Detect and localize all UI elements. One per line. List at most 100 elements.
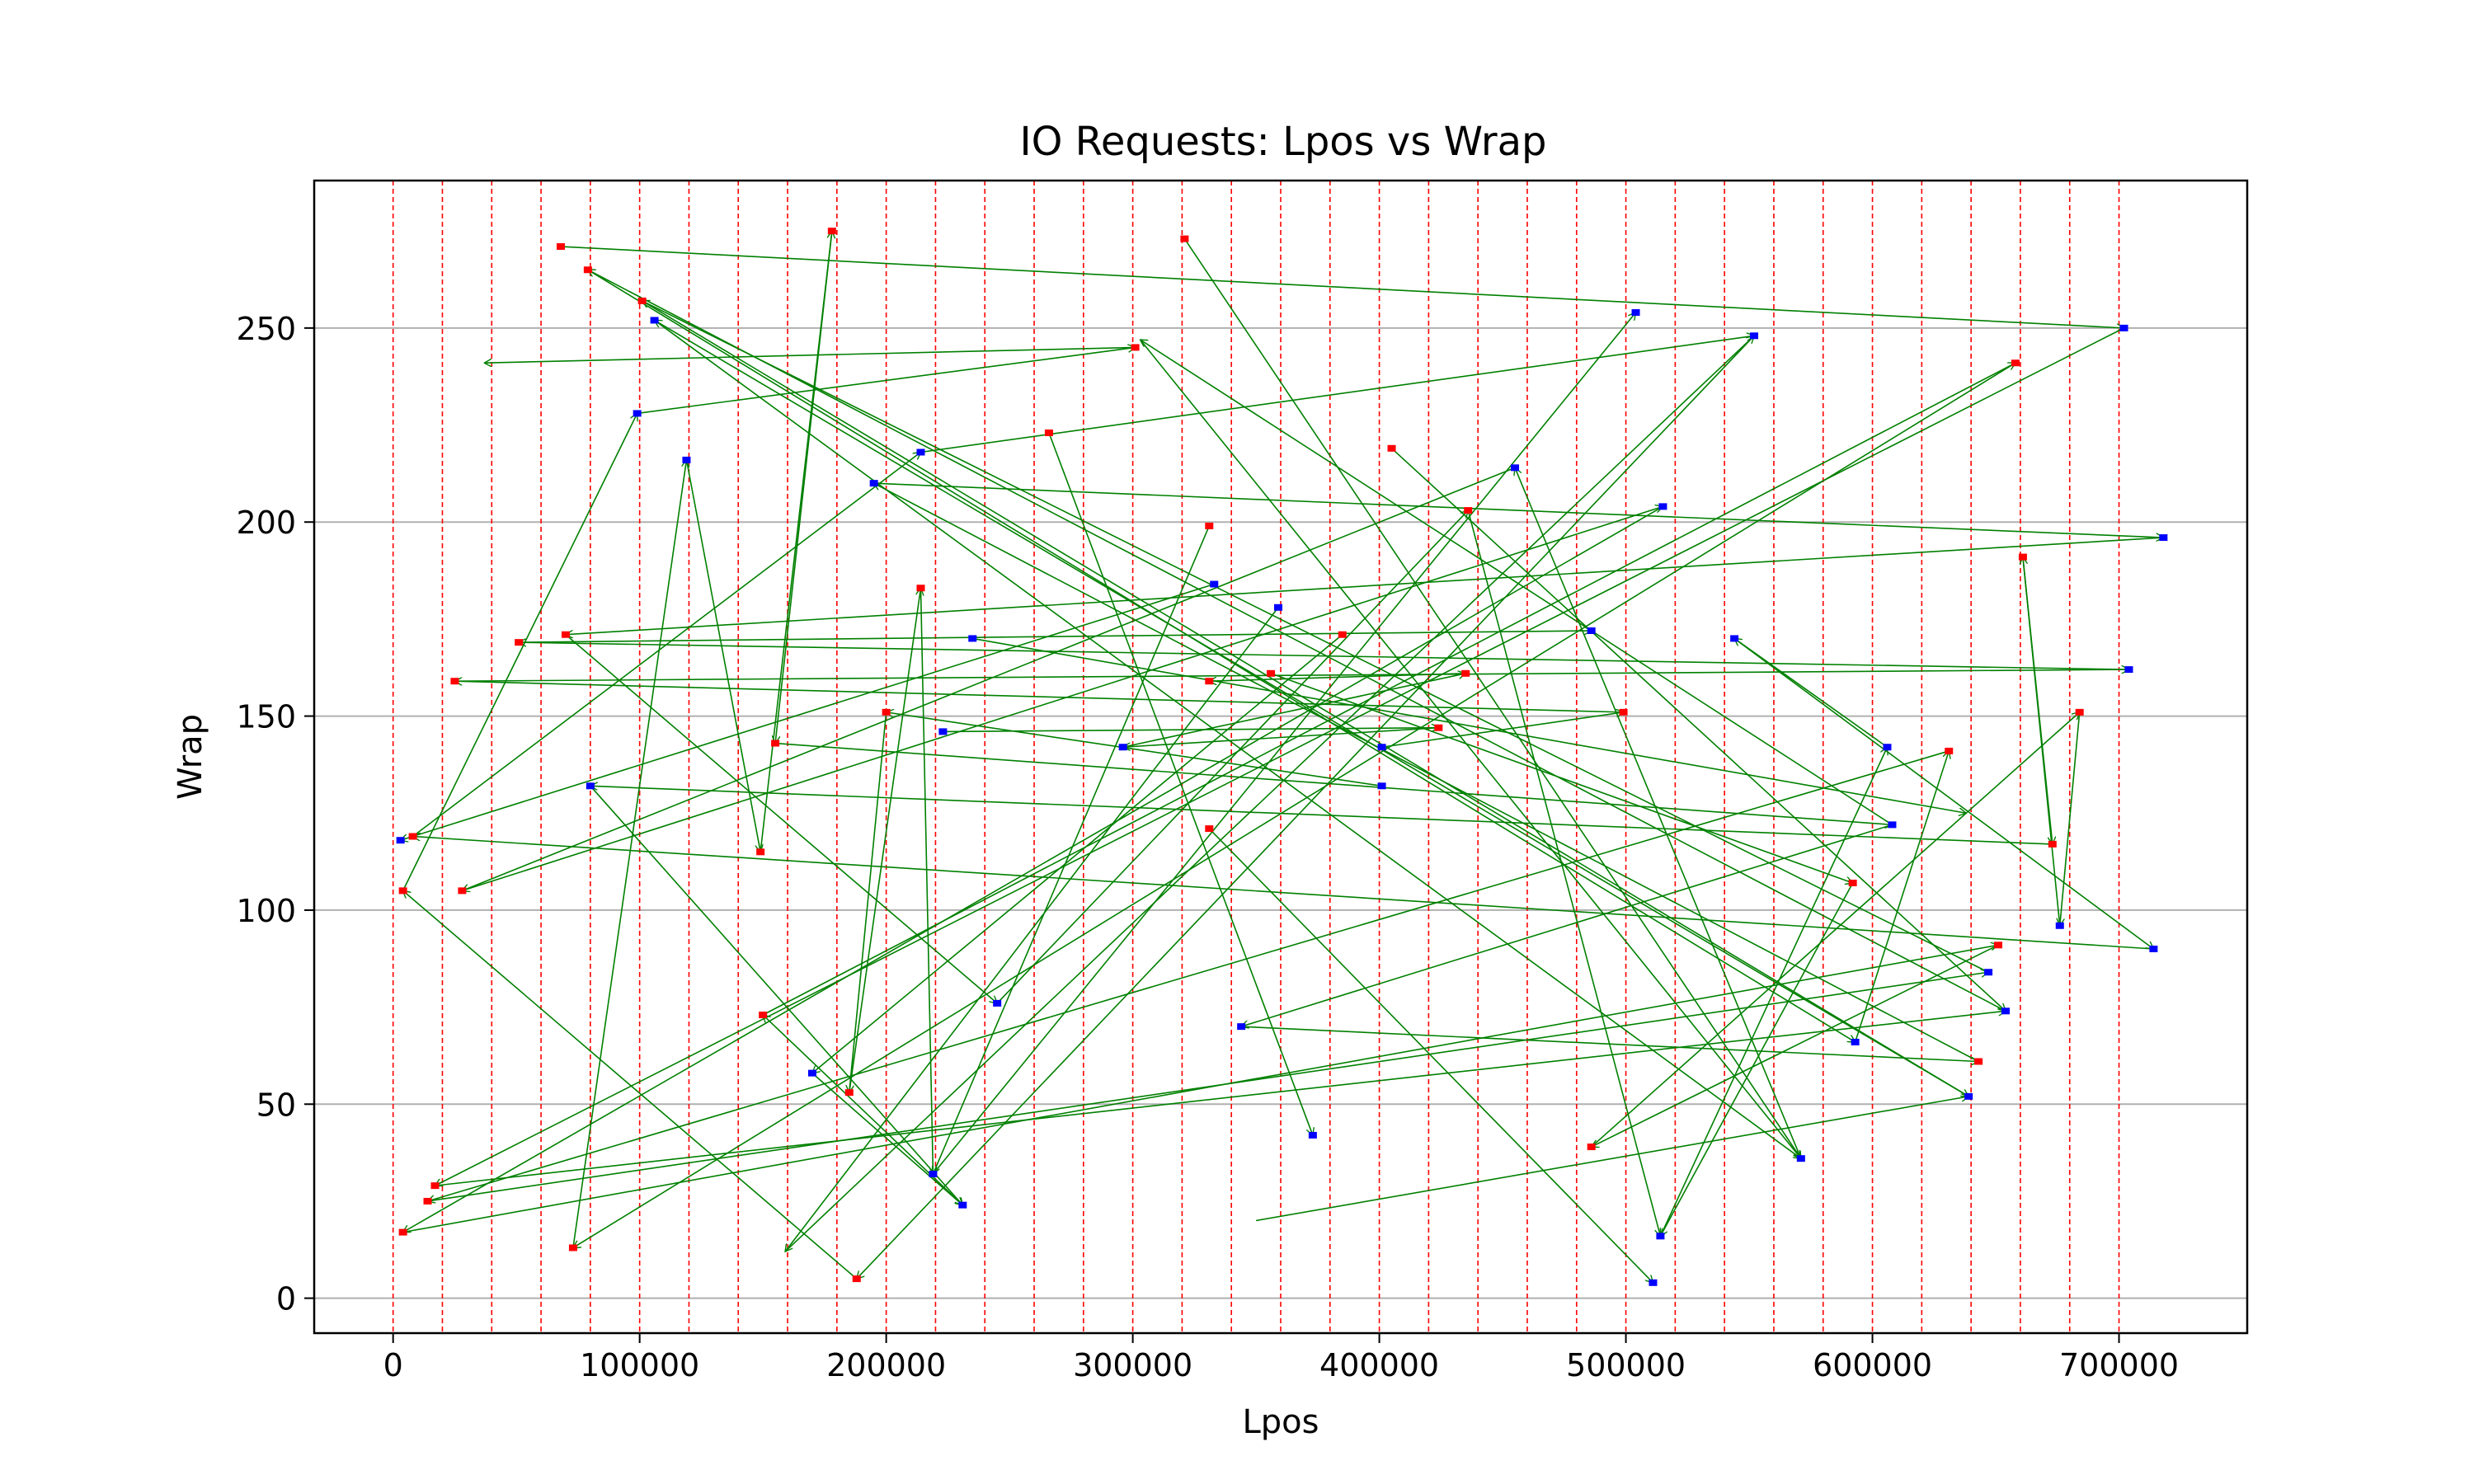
seek-arrow	[435, 1011, 2006, 1186]
red-point	[568, 1244, 577, 1252]
chart-title: IO Requests: Lpos vs Wrap	[1019, 119, 1546, 165]
seek-arrow	[1048, 432, 1313, 1135]
seek-arrow	[1141, 340, 1893, 826]
seek-arrow	[560, 246, 2124, 328]
blue-point	[1649, 1279, 1658, 1286]
red-point	[583, 266, 592, 274]
blue-point	[1750, 332, 1759, 340]
seek-arrow	[1209, 672, 1466, 681]
red-point	[827, 228, 836, 235]
red-point	[450, 678, 459, 685]
red-point	[2048, 840, 2057, 848]
red-point	[1338, 631, 1347, 638]
seek-arrow	[519, 631, 1592, 643]
x-axis-label: Lpos	[1243, 1403, 1319, 1441]
y-tick-label: 250	[236, 311, 296, 347]
y-axis-ticks: 0 50 100 150 200 250	[236, 311, 314, 1317]
x-tick-label: 300000	[1073, 1347, 1192, 1383]
seek-arrow	[403, 505, 1663, 1232]
blue-point	[2124, 666, 2133, 674]
seek-arrow	[1660, 882, 1854, 1236]
red-point	[852, 1275, 861, 1283]
seek-arrow	[402, 945, 1998, 1233]
blue-point	[1274, 603, 1283, 611]
blue-point	[1631, 309, 1640, 317]
red-point	[1587, 1144, 1596, 1151]
red-point	[398, 1228, 407, 1236]
seek-arrow	[1591, 712, 2080, 1148]
x-tick-label: 400000	[1319, 1347, 1439, 1383]
seek-arrow	[943, 728, 1438, 733]
y-tick-label: 100	[236, 893, 296, 929]
seek-arrow	[565, 634, 997, 1003]
seek-arrow	[857, 335, 1755, 1279]
seek-arrow	[454, 669, 2128, 683]
red-point	[1044, 429, 1053, 436]
red-point	[1180, 235, 1189, 242]
seek-arrow	[401, 583, 1215, 841]
red-point	[882, 708, 891, 716]
seek-arrow	[462, 506, 1663, 892]
blue-point	[958, 1201, 967, 1209]
x-tick-label: 600000	[1813, 1347, 1932, 1383]
red-point	[1205, 522, 1214, 529]
red-point	[1945, 747, 1954, 754]
blue-point	[1118, 744, 1127, 751]
seek-arrow	[933, 525, 1211, 1174]
seek-arrow	[775, 742, 1892, 825]
blue-point	[993, 999, 1002, 1007]
blue-point	[1730, 635, 1739, 642]
red-point	[1974, 1058, 1983, 1065]
red-point	[1205, 678, 1214, 685]
seek-arrow	[784, 336, 1754, 1252]
blue-point	[2055, 922, 2064, 929]
blue-point	[1210, 580, 1219, 588]
x-tick-label: 0	[383, 1347, 403, 1383]
red-point	[1267, 669, 1276, 677]
red-point	[1464, 507, 1473, 514]
seek-arrow	[1123, 726, 1439, 748]
blue-point	[2119, 324, 2128, 331]
red-point	[1461, 669, 1470, 677]
blue-point	[1883, 744, 1892, 751]
seek-arrow	[519, 642, 2129, 670]
blue-point	[968, 635, 977, 642]
red-point	[1994, 942, 2003, 949]
seek-arrow	[920, 336, 1754, 453]
y-tick-label: 200	[236, 505, 296, 541]
seek-arrow	[484, 346, 1136, 363]
seek-arrow	[849, 711, 887, 1092]
seek-arrow	[2022, 556, 2053, 844]
seek-arrow	[454, 681, 1624, 713]
blue-point	[2149, 946, 2158, 952]
seek-arrow	[1183, 238, 1800, 1159]
seek-arrow	[654, 319, 1801, 1158]
red-point	[759, 1012, 768, 1019]
seek-arrow	[762, 363, 2015, 1016]
seek-arrow	[812, 634, 1343, 1073]
blue-point	[1511, 464, 1520, 472]
blue-point	[1984, 969, 1993, 976]
blue-point	[586, 782, 595, 790]
red-point	[756, 848, 765, 856]
seek-arrow	[566, 537, 2164, 635]
seek-arrow	[590, 786, 2053, 845]
blue-point	[1888, 821, 1897, 829]
red-point	[458, 887, 467, 895]
blue-point	[807, 1069, 816, 1077]
blue-point	[1587, 627, 1596, 635]
seek-arrow	[435, 327, 2124, 1186]
red-point	[844, 1089, 854, 1097]
blue-point	[682, 456, 691, 463]
blue-point	[2001, 1007, 2010, 1015]
blue-point	[1796, 1155, 1805, 1162]
red-point	[515, 639, 524, 646]
seek-arrow	[775, 231, 833, 743]
blue-point	[1237, 1023, 1246, 1031]
seek-arrow	[848, 588, 921, 1093]
y-tick-label: 150	[236, 699, 296, 735]
seek-arrow	[811, 1073, 962, 1205]
blue-point	[1656, 1233, 1665, 1240]
blue-point	[1377, 782, 1386, 790]
